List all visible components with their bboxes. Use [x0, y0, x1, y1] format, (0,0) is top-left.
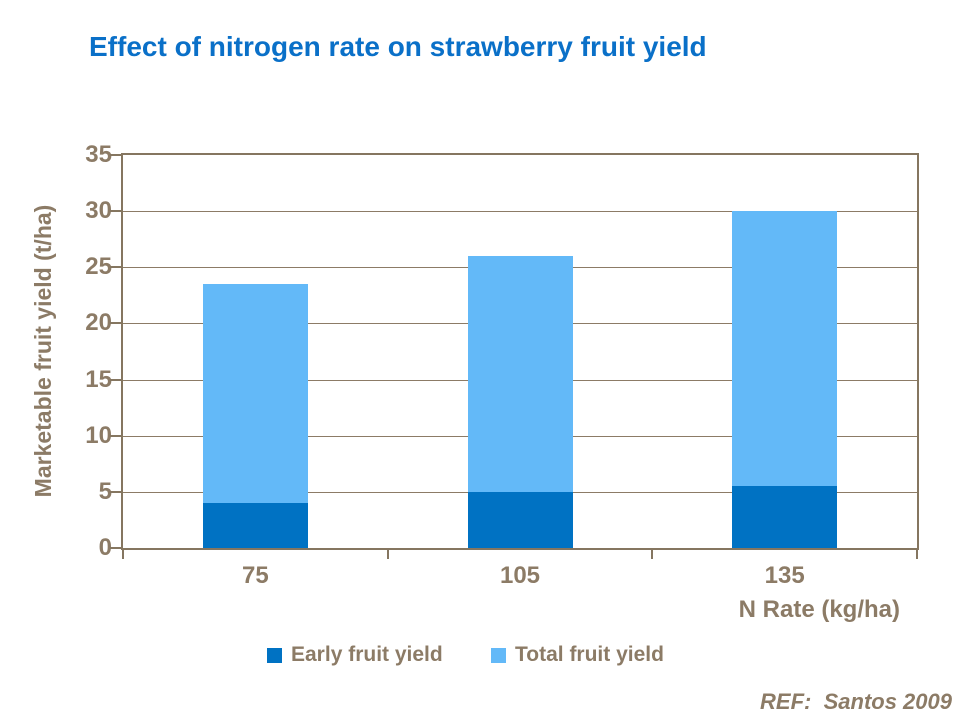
y-tick-mark-15 [110, 378, 121, 381]
y-tick-label-15: 15 [85, 365, 112, 393]
y-tick-label-0: 0 [98, 534, 112, 561]
x-tick-label-75: 75 [241, 562, 269, 589]
ref-citation: REF: Santos 2009 [760, 689, 952, 714]
x-tick-label-105: 105 [499, 562, 541, 589]
x-axis-title: N Rate (kg/ha) [738, 596, 900, 623]
x-tick-mark-0 [122, 550, 124, 559]
y-tick-label-5: 5 [98, 477, 112, 505]
y-tick-mark-20 [110, 322, 121, 325]
gridline-30 [123, 211, 917, 213]
chart-title: Effect of nitrogen rate on strawberry fr… [89, 31, 707, 62]
y-tick-label-35: 35 [85, 141, 112, 168]
y-tick-mark-25 [110, 266, 121, 269]
y-tick-mark-5 [110, 490, 121, 493]
plot-area [121, 153, 919, 550]
legend-label-total: Total fruit yield [515, 643, 664, 666]
legend-label-early: Early fruit yield [291, 643, 443, 666]
bar-105-total-segment [467, 256, 573, 492]
y-tick-mark-0 [110, 547, 121, 549]
x-tick-mark-2 [651, 550, 654, 559]
y-tick-label-25: 25 [85, 253, 112, 281]
y-tick-label-30: 30 [85, 197, 112, 225]
x-tick-mark-1 [386, 550, 389, 559]
bar-75-total-segment [202, 284, 308, 504]
legend-swatch-total-icon [491, 647, 506, 663]
y-tick-label-20: 20 [85, 309, 112, 337]
bar-135-total-segment [732, 211, 838, 487]
x-tick-label-135: 135 [764, 562, 805, 589]
y-tick-label-10: 10 [85, 421, 112, 449]
legend-item-early: Early fruit yield [267, 643, 443, 667]
legend-swatch-early-icon [267, 647, 282, 663]
bar-135-early-segment [732, 486, 838, 548]
bar-105-early-segment [467, 491, 573, 548]
bar-75-early-segment [202, 503, 308, 548]
legend-item-total: Total fruit yield [491, 643, 664, 667]
y-tick-mark-35 [110, 154, 121, 156]
x-tick-mark-3 [916, 550, 918, 559]
y-tick-mark-30 [110, 210, 121, 213]
y-tick-mark-10 [110, 434, 121, 437]
